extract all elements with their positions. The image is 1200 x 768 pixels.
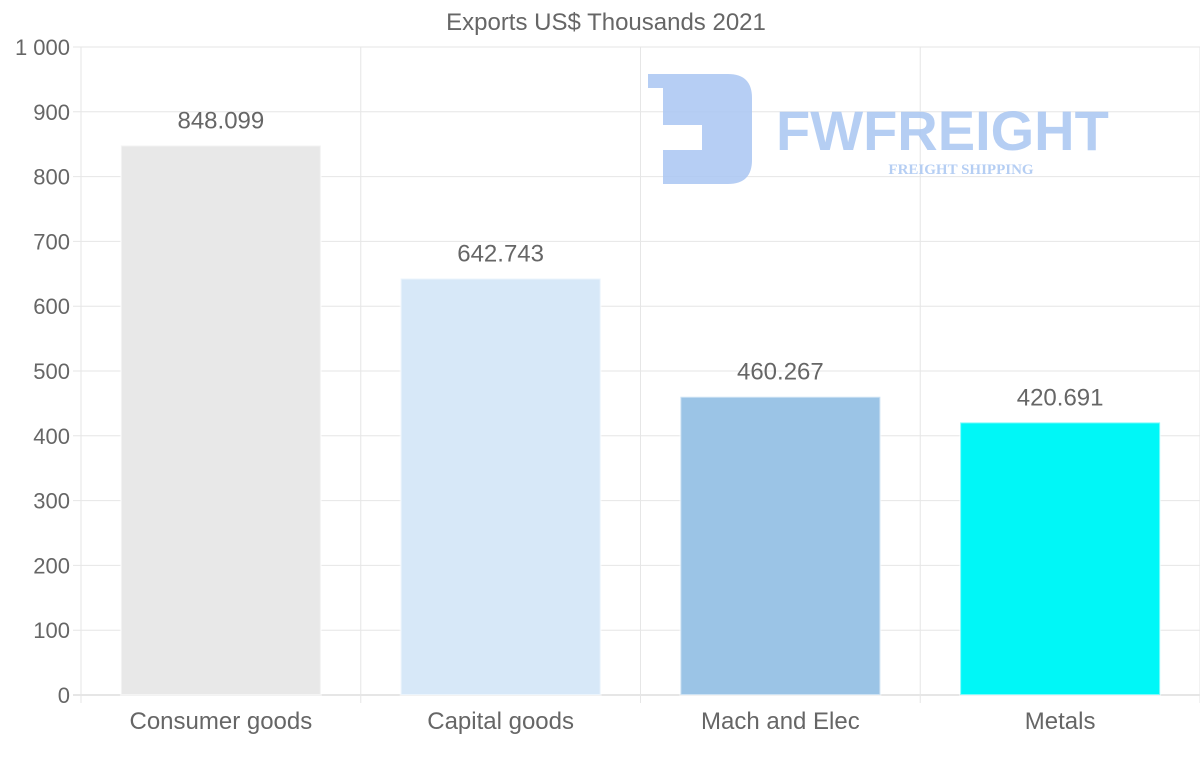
data-label: 848.099 <box>177 107 264 134</box>
y-tick-label: 0 <box>58 683 70 708</box>
bar-capital-goods <box>399 277 602 696</box>
y-tick-label: 100 <box>33 618 70 643</box>
y-tick-label: 200 <box>33 553 70 578</box>
y-tick-label: 1 000 <box>15 35 70 60</box>
y-tick-label: 600 <box>33 294 70 319</box>
logo-mark-icon <box>648 74 752 184</box>
watermark-brand: FWFREIGHT <box>776 99 1109 162</box>
watermark-tagline: FREIGHT SHIPPING <box>888 162 1033 178</box>
bar-consumer-goods <box>119 144 322 697</box>
x-tick-label: Consumer goods <box>129 708 312 735</box>
bar-mach-and-elec <box>679 395 882 696</box>
bar-metals <box>959 421 1162 696</box>
data-label: 642.743 <box>457 241 544 268</box>
chart-title: Exports US$ Thousands 2021 <box>446 9 766 36</box>
y-tick-label: 500 <box>33 359 70 384</box>
x-tick-label: Capital goods <box>427 708 574 735</box>
y-tick-label: 800 <box>33 165 70 190</box>
data-label: 460.267 <box>737 359 824 386</box>
y-tick-label: 700 <box>33 229 70 254</box>
y-tick-label: 300 <box>33 489 70 514</box>
axes: 0 100 200 300 400 500 600 700 800 900 1 000 Consume… <box>15 35 1096 735</box>
x-tick-label: Metals <box>1025 708 1096 735</box>
watermark-logo: FWFREIGHT FREIGHT SHIPPING <box>648 74 1109 184</box>
y-tick-label: 400 <box>33 424 70 449</box>
x-tick-label: Mach and Elec <box>701 708 860 735</box>
bars: 848.099 642.743 460.267 420.691 <box>119 107 1162 697</box>
y-tick-label: 900 <box>33 100 70 125</box>
data-label: 420.691 <box>1017 384 1104 411</box>
